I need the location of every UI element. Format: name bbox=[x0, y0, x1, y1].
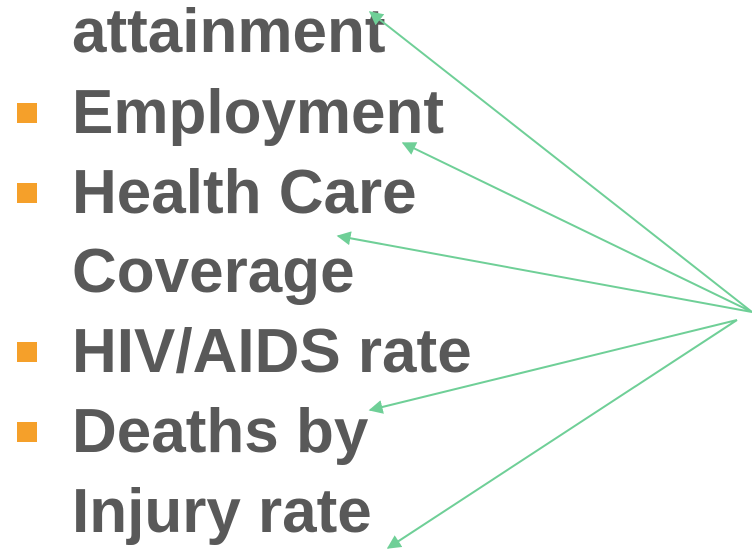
list-text: Coverage bbox=[72, 237, 355, 306]
arrow bbox=[336, 231, 752, 313]
arrow bbox=[401, 142, 752, 313]
bullet bbox=[17, 103, 37, 123]
list-text: Health Care bbox=[72, 158, 417, 227]
list-text: attainment bbox=[72, 0, 385, 66]
bullet bbox=[17, 422, 37, 442]
arrows bbox=[336, 11, 752, 549]
arrow bbox=[368, 319, 738, 414]
list-text: Injury rate bbox=[72, 477, 372, 546]
arrow bbox=[368, 11, 752, 313]
list-text: HIV/AIDS rate bbox=[72, 317, 472, 386]
arrow bbox=[386, 319, 738, 549]
bullet bbox=[17, 183, 37, 203]
bullet-list: attainment Employment Health Care Covera… bbox=[17, 0, 472, 546]
list-text: Employment bbox=[72, 78, 444, 147]
list-text: Deaths by bbox=[72, 397, 369, 466]
bullet bbox=[17, 342, 37, 362]
